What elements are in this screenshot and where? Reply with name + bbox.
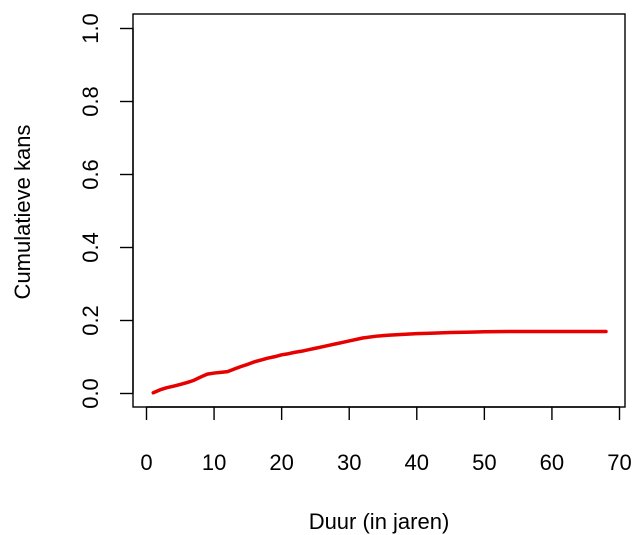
- x-tick-label: 20: [269, 450, 293, 475]
- x-tick-label: 30: [337, 450, 361, 475]
- y-tick-label: 0.2: [78, 305, 103, 336]
- series-layer: [151, 329, 608, 395]
- x-tick-label: 0: [140, 450, 152, 475]
- y-tick-label: 0.0: [78, 378, 103, 409]
- x-tick-label: 70: [607, 450, 631, 475]
- x-tick-label: 50: [472, 450, 496, 475]
- x-axis-label: Duur (in jaren): [309, 509, 450, 534]
- y-axis-label: Cumulatieve kans: [10, 125, 35, 300]
- x-tick-label: 10: [202, 450, 226, 475]
- y-tick-label: 0.8: [78, 86, 103, 117]
- y-tick-label: 0.4: [78, 232, 103, 263]
- plot-frame: [132, 13, 626, 408]
- x-tick-label: 40: [405, 450, 429, 475]
- series-line: [151, 329, 608, 395]
- y-tick-label: 1.0: [78, 13, 103, 44]
- axes: 0 10 20 30 40 50 60 70 0.0 0.2 0.4 0.6 0.8 1.0: [78, 13, 632, 475]
- y-tick-label: 0.6: [78, 159, 103, 190]
- x-tick-label: 60: [540, 450, 564, 475]
